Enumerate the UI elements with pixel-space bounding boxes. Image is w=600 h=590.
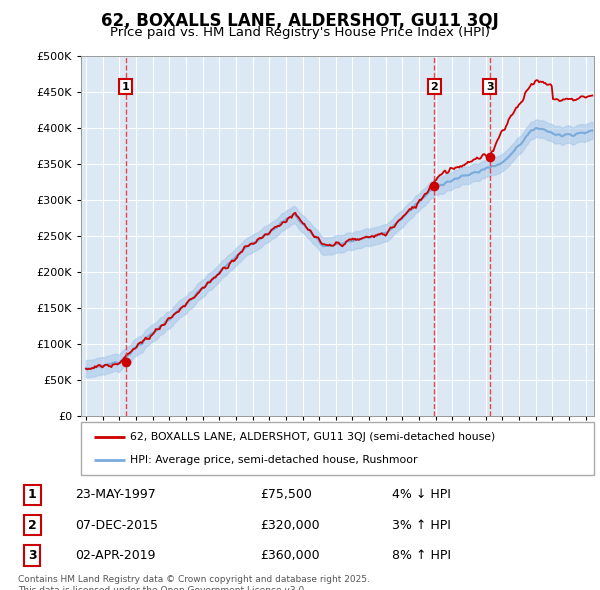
Text: HPI: Average price, semi-detached house, Rushmoor: HPI: Average price, semi-detached house,… [130,455,417,465]
Text: 02-APR-2019: 02-APR-2019 [76,549,156,562]
Text: 07-DEC-2015: 07-DEC-2015 [76,519,158,532]
Text: 2: 2 [431,81,439,91]
Text: Price paid vs. HM Land Registry's House Price Index (HPI): Price paid vs. HM Land Registry's House … [110,26,490,39]
Text: 62, BOXALLS LANE, ALDERSHOT, GU11 3QJ: 62, BOXALLS LANE, ALDERSHOT, GU11 3QJ [101,12,499,30]
Text: 3% ↑ HPI: 3% ↑ HPI [392,519,451,532]
Text: 23-MAY-1997: 23-MAY-1997 [76,489,157,502]
Text: 2: 2 [28,519,37,532]
Text: 3: 3 [486,81,494,91]
Text: Contains HM Land Registry data © Crown copyright and database right 2025.
This d: Contains HM Land Registry data © Crown c… [18,575,370,590]
Text: 3: 3 [28,549,37,562]
Text: 4% ↓ HPI: 4% ↓ HPI [392,489,451,502]
Text: £320,000: £320,000 [260,519,320,532]
Text: £75,500: £75,500 [260,489,312,502]
Text: 1: 1 [122,81,130,91]
FancyBboxPatch shape [81,422,594,475]
Text: 62, BOXALLS LANE, ALDERSHOT, GU11 3QJ (semi-detached house): 62, BOXALLS LANE, ALDERSHOT, GU11 3QJ (s… [130,432,495,442]
Text: 1: 1 [28,489,37,502]
Text: 8% ↑ HPI: 8% ↑ HPI [392,549,451,562]
Text: £360,000: £360,000 [260,549,320,562]
